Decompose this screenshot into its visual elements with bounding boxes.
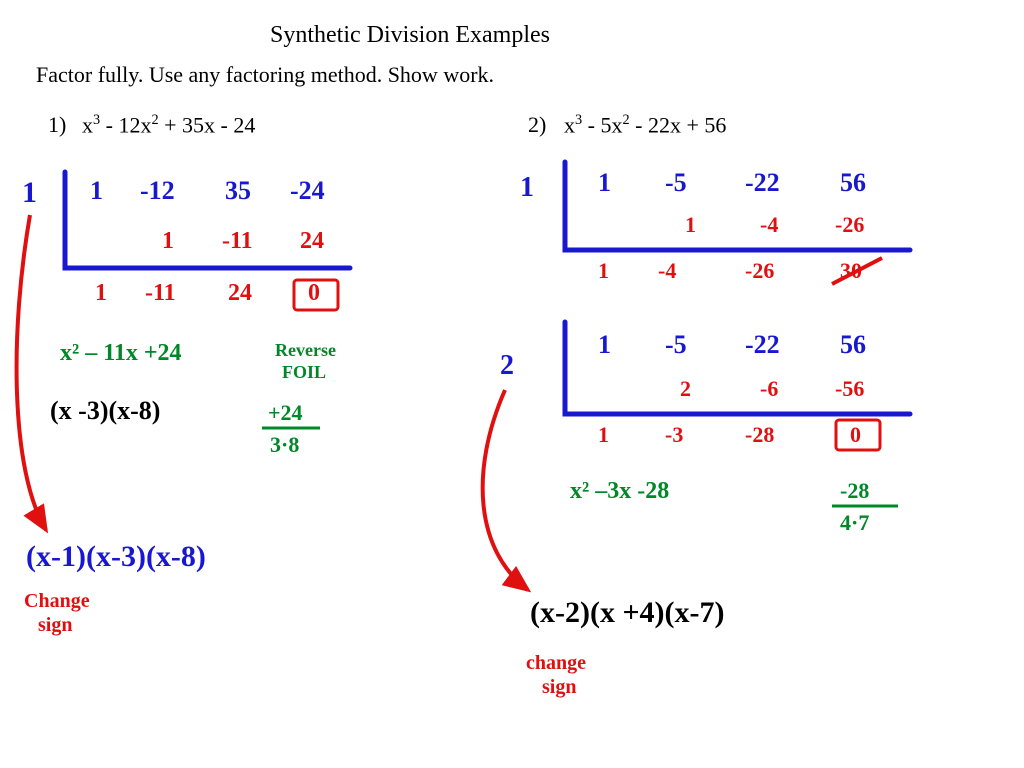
problem-2-number: 2) [528, 112, 546, 138]
p1-term1: x [82, 112, 93, 137]
instructions: Factor fully. Use any factoring method. … [36, 62, 494, 88]
p1-r2-c3: 24 [300, 228, 324, 255]
p2-term3: - 22x + 56 [630, 112, 727, 137]
p2a-r1-c2: -5 [665, 168, 687, 198]
p2b-r3-c3: -28 [745, 422, 774, 448]
p1-frac-bot: 3·8 [270, 432, 299, 458]
p1-r2-c1: 1 [162, 228, 174, 255]
p2-frac-bot: 4·7 [840, 510, 869, 536]
p1-r1-c2: -12 [140, 176, 175, 206]
problem-1-polynomial: x3 - 12x2 + 35x - 24 [82, 112, 255, 138]
p2-quadratic: x² –3x -28 [570, 478, 669, 505]
p1-r1-c4: -24 [290, 176, 325, 206]
p2-note-1: change [526, 652, 586, 675]
p2b-r2-c1: 2 [680, 376, 691, 402]
p2b-r3-c1: 1 [598, 422, 609, 448]
p2a-r3-c1: 1 [598, 258, 609, 284]
page-title: Synthetic Division Examples [270, 22, 550, 49]
p1-term3: + 35x - 24 [159, 112, 256, 137]
p2a-r3-c2: -4 [658, 258, 676, 284]
p2-answer: (x-2)(x +4)(x-7) [530, 596, 725, 630]
p1-quadratic: x² – 11x +24 [60, 340, 182, 367]
p2a-r1-c4: 56 [840, 168, 866, 198]
p2a-r2-c2: -4 [760, 212, 778, 238]
p1-r1-c3: 35 [225, 176, 251, 206]
problem-2-polynomial: x3 - 5x2 - 22x + 56 [564, 112, 726, 138]
p2b-r3-c2: -3 [665, 422, 683, 448]
p2a-r3-c4: 30 [840, 258, 862, 284]
p1-reverse-foil-1: Reverse [275, 340, 336, 361]
p1-note-2: sign [38, 614, 72, 637]
p2-term2: - 5x [582, 112, 622, 137]
p2a-r2-c3: -26 [835, 212, 864, 238]
p1-answer: (x-1)(x-3)(x-8) [26, 540, 206, 574]
p2b-r1-c3: -22 [745, 330, 780, 360]
p1-r3-c3: 24 [228, 280, 252, 307]
p2a-r3-c3: -26 [745, 258, 774, 284]
p2-note-2: sign [542, 676, 576, 699]
p1-frac-top: +24 [268, 400, 303, 426]
p1-reverse-foil-2: FOIL [282, 362, 326, 383]
p1-note-1: Change [24, 590, 90, 613]
p2-term1: x [564, 112, 575, 137]
p2b-r3-c4: 0 [850, 422, 861, 448]
p1-r3-c2: -11 [145, 280, 176, 307]
p2-div1: 1 [520, 172, 534, 204]
p2-div2: 2 [500, 350, 514, 382]
problem-1-number: 1) [48, 112, 66, 138]
p1-r1-c1: 1 [90, 176, 103, 206]
p1-divisor: 1 [22, 176, 37, 210]
p1-term2: - 12x [100, 112, 151, 137]
p1-r2-c2: -11 [222, 228, 253, 255]
p2a-r2-c1: 1 [685, 212, 696, 238]
p2b-r1-c2: -5 [665, 330, 687, 360]
p1-r3-c1: 1 [95, 280, 107, 307]
p2b-r1-c1: 1 [598, 330, 611, 360]
p1-factor-pair: (x -3)(x-8) [50, 396, 160, 426]
p2-frac-top: -28 [840, 478, 869, 504]
p1-r3-c4: 0 [308, 280, 320, 307]
p2b-r2-c3: -56 [835, 376, 864, 402]
p2a-r1-c1: 1 [598, 168, 611, 198]
p2b-r1-c4: 56 [840, 330, 866, 360]
p2a-r1-c3: -22 [745, 168, 780, 198]
p2b-r2-c2: -6 [760, 376, 778, 402]
